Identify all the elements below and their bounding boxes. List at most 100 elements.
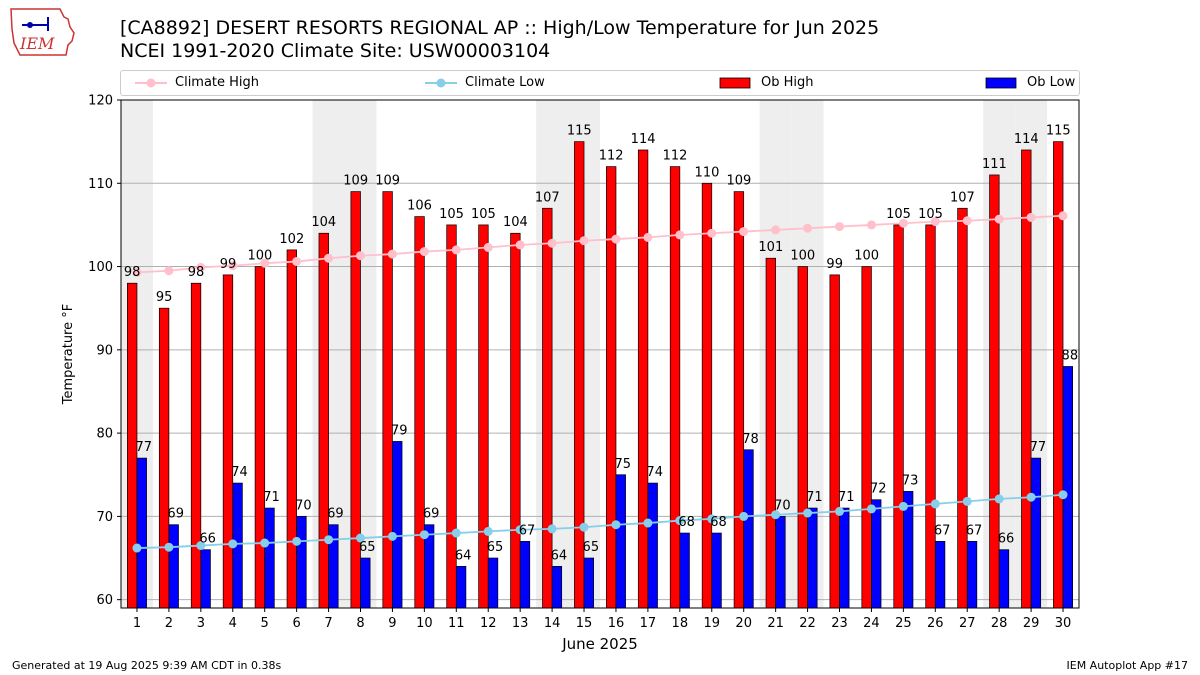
legend-label-climate-high: Climate High <box>175 75 260 90</box>
bar-ob-low <box>775 516 786 609</box>
x-tick-label: 6 <box>292 616 300 631</box>
climate-low-point <box>930 499 940 509</box>
label-ob-high: 111 <box>982 157 1007 172</box>
y-tick-label: 100 <box>88 260 113 275</box>
climate-low-point <box>228 539 238 549</box>
y-tick-label: 70 <box>96 510 113 525</box>
x-tick-label: 9 <box>388 616 396 631</box>
bar-ob-low <box>392 441 403 609</box>
climate-low-point <box>994 494 1004 504</box>
legend-label-ob-high: Ob High <box>761 75 814 90</box>
bar-ob-low <box>168 524 179 609</box>
x-tick-label: 15 <box>576 616 593 631</box>
climate-high-point <box>196 262 206 272</box>
label-ob-low: 68 <box>678 515 695 530</box>
app-note: IEM Autoplot App #17 <box>1066 659 1189 672</box>
label-ob-low: 71 <box>263 490 280 505</box>
climate-low-point <box>356 533 365 543</box>
label-ob-high: 107 <box>535 190 560 205</box>
climate-high-point <box>835 222 844 232</box>
bar-ob-high <box>510 232 521 609</box>
climate-low-point <box>164 542 174 552</box>
label-ob-low: 67 <box>519 523 536 538</box>
climate-low-point <box>132 543 142 553</box>
logo-text: IEM <box>19 34 55 53</box>
x-tick-label: 14 <box>544 616 561 631</box>
climate-high-point <box>324 253 334 263</box>
bar-ob-low <box>743 449 754 609</box>
label-ob-low: 70 <box>774 498 791 513</box>
climate-low-point <box>739 511 749 521</box>
label-ob-high: 109 <box>343 174 368 189</box>
bar-ob-low <box>296 516 307 609</box>
label-ob-high: 104 <box>311 215 336 230</box>
x-tick-label: 7 <box>324 616 332 631</box>
label-ob-low: 88 <box>1062 348 1079 363</box>
label-ob-low: 75 <box>614 457 631 472</box>
label-ob-low: 71 <box>838 490 855 505</box>
label-ob-low: 67 <box>966 523 983 538</box>
bar-ob-low <box>1062 366 1073 609</box>
bar-ob-high <box>797 266 808 609</box>
bar-ob-low <box>487 557 499 609</box>
label-ob-low: 79 <box>391 423 408 438</box>
x-tick-label: 3 <box>197 616 205 631</box>
x-tick-label: 4 <box>229 616 237 631</box>
label-ob-high: 115 <box>567 124 592 139</box>
label-ob-low: 67 <box>934 523 951 538</box>
x-tick-label: 10 <box>416 616 433 631</box>
climate-high-point <box>547 238 557 248</box>
legend-label-ob-low: Ob Low <box>1027 75 1076 90</box>
climate-low-point <box>611 520 621 530</box>
climate-high-point <box>515 240 525 250</box>
bar-ob-high <box>829 274 840 609</box>
climate-low-point <box>898 501 908 511</box>
y-axis-label: Temperature °F <box>61 304 76 405</box>
climate-low-point <box>866 504 876 514</box>
climate-high-point <box>994 214 1004 224</box>
climate-high-point <box>1058 211 1068 221</box>
label-ob-low: 66 <box>998 532 1015 547</box>
x-tick-label: 30 <box>1055 616 1072 631</box>
x-tick-label: 28 <box>991 616 1008 631</box>
label-ob-low: 65 <box>487 540 504 555</box>
climate-high-point <box>771 225 781 235</box>
label-ob-high: 105 <box>439 207 464 222</box>
label-ob-low: 77 <box>135 440 152 455</box>
y-tick-label: 110 <box>88 177 113 192</box>
climate-high-point <box>579 236 589 246</box>
climate-low-point <box>771 510 781 520</box>
label-ob-high: 112 <box>663 149 688 164</box>
label-ob-high: 105 <box>886 207 911 222</box>
label-ob-high: 110 <box>695 165 720 180</box>
climate-high-point <box>898 218 908 228</box>
bar-ob-low <box>1030 457 1042 609</box>
legend-label-climate-low: Climate Low <box>465 75 545 90</box>
label-ob-low: 66 <box>199 532 216 547</box>
bar-ob-high <box>190 282 202 609</box>
plot-frame <box>120 99 1080 609</box>
x-tick-label: 25 <box>895 616 912 631</box>
climate-low-point <box>1026 492 1036 502</box>
climate-low-point <box>260 538 270 548</box>
climate-high-point <box>803 223 813 233</box>
label-ob-high: 95 <box>156 290 173 305</box>
climate-high-point <box>387 249 397 259</box>
bar-ob-high <box>861 266 872 609</box>
x-tick-label: 26 <box>927 616 944 631</box>
climate-high-point <box>962 216 972 226</box>
climate-low-point <box>803 508 813 518</box>
climate-low-point <box>292 536 302 546</box>
label-ob-low: 71 <box>806 490 823 505</box>
bar-ob-low <box>615 474 626 609</box>
climate-high-point <box>260 258 270 268</box>
climate-high-point <box>132 267 142 277</box>
climate-high-point <box>451 245 461 255</box>
x-tick-label: 8 <box>356 616 364 631</box>
x-tick-label: 20 <box>735 616 752 631</box>
generated-note: Generated at 19 Aug 2025 9:39 AM CDT in … <box>12 659 282 672</box>
label-ob-high: 107 <box>950 190 975 205</box>
label-ob-low: 68 <box>710 515 727 530</box>
x-tick-label: 1 <box>133 616 141 631</box>
label-ob-high: 98 <box>124 265 141 280</box>
